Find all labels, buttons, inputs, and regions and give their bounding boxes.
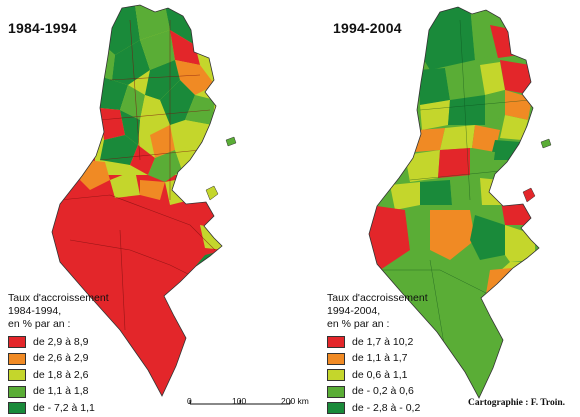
legend-label: de 1,8 à 2,6	[33, 368, 89, 381]
left-map-title: 1984-1994	[8, 20, 77, 36]
left-legend: Taux d'accroissement 1984-1994, en % par…	[8, 292, 109, 417]
legend-label: de 2,9 à 8,9	[33, 335, 89, 348]
right-legend: Taux d'accroissement 1994-2004, en % par…	[327, 292, 428, 417]
legend-label: de 1,1 à 1,7	[352, 352, 408, 365]
legend-swatch	[327, 352, 345, 365]
left-legend-title-line-1: Taux d'accroissement	[8, 292, 109, 304]
legend-label: de 1,1 à 1,8	[33, 385, 89, 398]
legend-swatch	[8, 402, 26, 415]
scale-bar: 0 100 200 km	[185, 388, 325, 412]
scale-tick-0: 0	[187, 396, 192, 406]
cartography-credit: Cartographie : F. Troin.	[468, 398, 566, 408]
legend-label: de - 0,2 à 0,6	[352, 385, 414, 398]
left-legend-item-3: de 1,8 à 2,6	[8, 367, 109, 384]
right-legend-item-4: de - 0,2 à 0,6	[327, 384, 428, 401]
legend-swatch	[327, 336, 345, 349]
right-legend-title-line-1: Taux d'accroissement	[327, 292, 428, 304]
legend-label: de 0,6 à 1,1	[352, 368, 408, 381]
legend-swatch	[327, 402, 345, 415]
right-legend-item-1: de 1,7 à 10,2	[327, 334, 428, 351]
legend-swatch	[327, 369, 345, 382]
legend-label: de - 7,2 à 1,1	[33, 401, 95, 414]
scale-bar-graphic	[189, 400, 291, 405]
legend-swatch	[8, 336, 26, 349]
scale-tick-200: 200 km	[281, 396, 309, 406]
left-legend-item-1: de 2,9 à 8,9	[8, 334, 109, 351]
left-legend-title-line-3: en % par an :	[8, 318, 71, 330]
right-legend-title-line-2: 1994-2004,	[327, 305, 381, 317]
right-legend-title-line-3: en % par an :	[327, 318, 390, 330]
right-map-title: 1994-2004	[333, 20, 402, 36]
left-legend-item-4: de 1,1 à 1,8	[8, 384, 109, 401]
right-legend-item-5: de - 2,8 à - 0,2	[327, 400, 428, 417]
right-legend-item-2: de 1,1 à 1,7	[327, 351, 428, 368]
right-kerkennah-island	[540, 138, 552, 149]
legend-swatch	[8, 352, 26, 365]
legend-swatch	[327, 385, 345, 398]
legend-label: de 2,6 à 2,9	[33, 352, 89, 365]
legend-label: de 1,7 à 10,2	[352, 335, 414, 348]
scale-tick-100: 100	[232, 396, 247, 406]
right-djerba-island	[522, 187, 536, 203]
left-legend-title-line-2: 1984-1994,	[8, 305, 62, 317]
legend-swatch	[8, 369, 26, 382]
left-djerba-island	[205, 185, 219, 201]
left-kerkennah-island	[225, 136, 237, 147]
legend-swatch	[8, 385, 26, 398]
legend-label: de - 2,8 à - 0,2	[352, 401, 421, 414]
left-legend-item-2: de 2,6 à 2,9	[8, 351, 109, 368]
right-legend-item-3: de 0,6 à 1,1	[327, 367, 428, 384]
left-legend-item-5: de - 7,2 à 1,1	[8, 400, 109, 417]
